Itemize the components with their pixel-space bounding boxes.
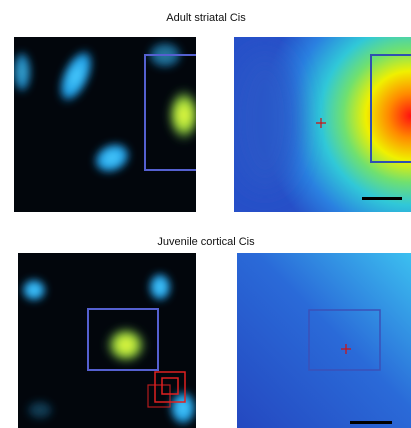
heatmap-image (230, 37, 411, 212)
microscopy-image (18, 253, 197, 428)
figure: Adult striatal Cis Juvenile cortical Cis (0, 0, 411, 428)
panel-title: Adult striatal Cis (166, 12, 246, 24)
heatmap-image (237, 253, 411, 428)
microscopy-image (12, 37, 202, 212)
panel-title: Juvenile cortical Cis (157, 236, 255, 248)
